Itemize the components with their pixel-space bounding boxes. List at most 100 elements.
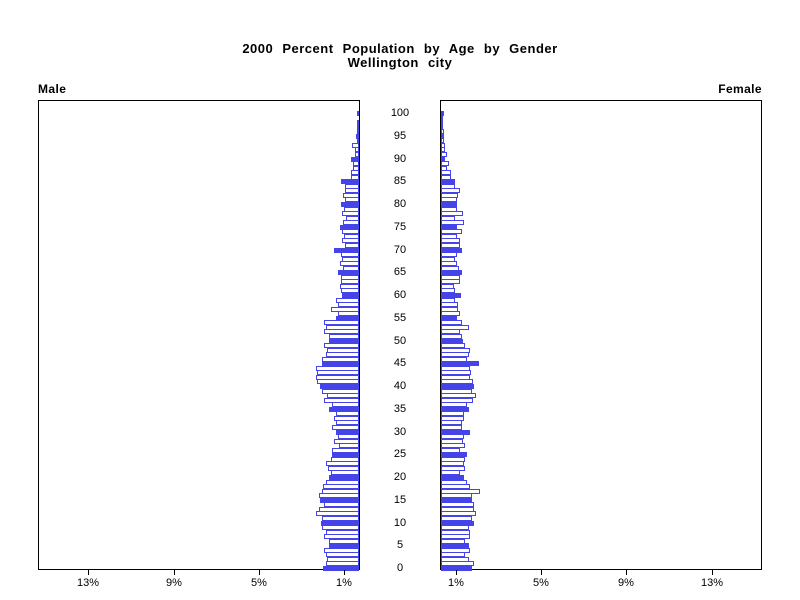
female-bar-age-51	[441, 334, 462, 339]
male-bar-age-17	[322, 489, 359, 494]
male-bar-age-100	[357, 111, 359, 116]
male-bar-age-57	[331, 307, 359, 312]
female-bar-age-100	[441, 111, 444, 116]
female-x-tick-1	[456, 570, 457, 575]
male-plot-area	[38, 100, 360, 571]
age-tick-label-55: 55	[393, 311, 407, 324]
male-bar-age-77	[346, 216, 359, 221]
male-bar-age-6	[329, 539, 359, 544]
female-bar-age-77	[441, 216, 455, 221]
male-bar-age-66	[343, 266, 359, 271]
female-plot-area	[440, 100, 762, 571]
male-bar-age-13	[319, 507, 359, 512]
female-x-tick-label-5: 5%	[533, 577, 549, 589]
male-bar-age-79	[344, 207, 359, 212]
male-x-tick-label-13: 13%	[76, 577, 100, 589]
female-x-tick-5	[541, 570, 542, 575]
male-bar-age-40	[320, 384, 359, 389]
female-bar-age-39	[441, 389, 472, 394]
male-bar-age-91	[355, 152, 359, 157]
male-bar-age-37	[324, 398, 359, 403]
male-bar-age-35	[329, 407, 359, 412]
male-bar-age-50	[329, 339, 359, 344]
male-bar-age-82	[343, 193, 359, 198]
age-tick-label-50: 50	[393, 334, 407, 347]
age-tick-label-15: 15	[393, 493, 407, 506]
age-tick-label-100: 100	[390, 106, 410, 119]
age-tick-label-10: 10	[393, 516, 407, 529]
female-x-tick-label-13: 13%	[700, 577, 724, 589]
male-bar-age-90	[351, 157, 359, 162]
male-x-tick-5	[259, 570, 260, 575]
female-bar-age-55	[441, 316, 457, 321]
male-bar-age-73	[344, 234, 359, 239]
female-bar-age-40	[441, 384, 474, 389]
male-bar-age-70	[334, 248, 359, 253]
age-tick-label-85: 85	[393, 174, 407, 187]
male-bar-age-84	[345, 184, 359, 189]
age-tick-label-25: 25	[393, 447, 407, 460]
male-bar-age-48	[327, 348, 359, 353]
male-bar-age-68	[342, 257, 359, 262]
female-bar-age-42	[441, 375, 470, 380]
female-bar-age-35	[441, 407, 469, 412]
male-bar-age-31	[332, 425, 359, 430]
male-bar-age-10	[321, 521, 359, 526]
female-bar-age-19	[441, 480, 467, 485]
female-bar-age-22	[441, 466, 465, 471]
female-bar-age-8	[441, 530, 470, 535]
female-bar-age-73	[441, 234, 457, 239]
female-bar-age-6	[441, 539, 465, 544]
male-bar-age-15	[320, 498, 359, 503]
female-bar-age-30	[441, 430, 470, 435]
male-x-tick-label-1: 1%	[336, 577, 352, 589]
male-bar-age-11	[322, 516, 359, 521]
female-axis-label: Female	[718, 82, 762, 96]
male-bar-age-62	[340, 284, 359, 289]
female-bar-age-90	[441, 157, 445, 162]
age-tick-label-5: 5	[396, 538, 404, 551]
male-bar-age-46	[322, 357, 359, 362]
female-bar-age-68	[441, 257, 455, 262]
male-bar-age-93	[352, 143, 359, 148]
female-bar-age-95	[441, 134, 444, 139]
female-bar-age-11	[441, 516, 472, 521]
female-bar-age-80	[441, 202, 457, 207]
male-bar-age-71	[345, 243, 359, 248]
male-bar-age-53	[326, 325, 359, 330]
male-x-tick-label-9: 9%	[166, 577, 182, 589]
male-x-tick-13	[88, 570, 89, 575]
male-bar-age-20	[329, 475, 359, 480]
male-bar-age-97	[357, 125, 359, 130]
male-bar-age-39	[322, 389, 359, 394]
male-bar-age-86	[351, 175, 359, 180]
age-tick-label-75: 75	[393, 220, 407, 233]
female-bar-age-59	[441, 298, 455, 303]
female-bar-age-70	[441, 248, 462, 253]
female-bar-age-62	[441, 284, 454, 289]
female-bar-age-31	[441, 425, 462, 430]
female-bar-age-82	[441, 193, 458, 198]
male-x-tick-1	[344, 570, 345, 575]
female-x-tick-9	[626, 570, 627, 575]
age-tick-label-35: 35	[393, 402, 407, 415]
female-bar-age-10	[441, 521, 474, 526]
female-bar-age-4	[441, 548, 470, 553]
female-bar-age-89	[441, 161, 449, 166]
female-bar-age-93	[441, 143, 445, 148]
age-tick-label-65: 65	[393, 265, 407, 278]
age-tick-label-70: 70	[393, 243, 407, 256]
male-bar-age-33	[334, 416, 359, 421]
female-bar-age-86	[441, 175, 451, 180]
female-bar-age-26	[441, 448, 460, 453]
male-bar-age-64	[341, 275, 359, 280]
female-bar-age-17	[441, 489, 480, 494]
female-bar-age-50	[441, 339, 463, 344]
male-x-tick-label-5: 5%	[251, 577, 267, 589]
male-axis-label: Male	[38, 82, 67, 96]
male-bar-age-95	[356, 134, 359, 139]
chart-subtitle: Wellington city	[347, 55, 453, 70]
male-bar-age-42	[316, 375, 359, 380]
male-bar-age-85	[341, 179, 359, 184]
